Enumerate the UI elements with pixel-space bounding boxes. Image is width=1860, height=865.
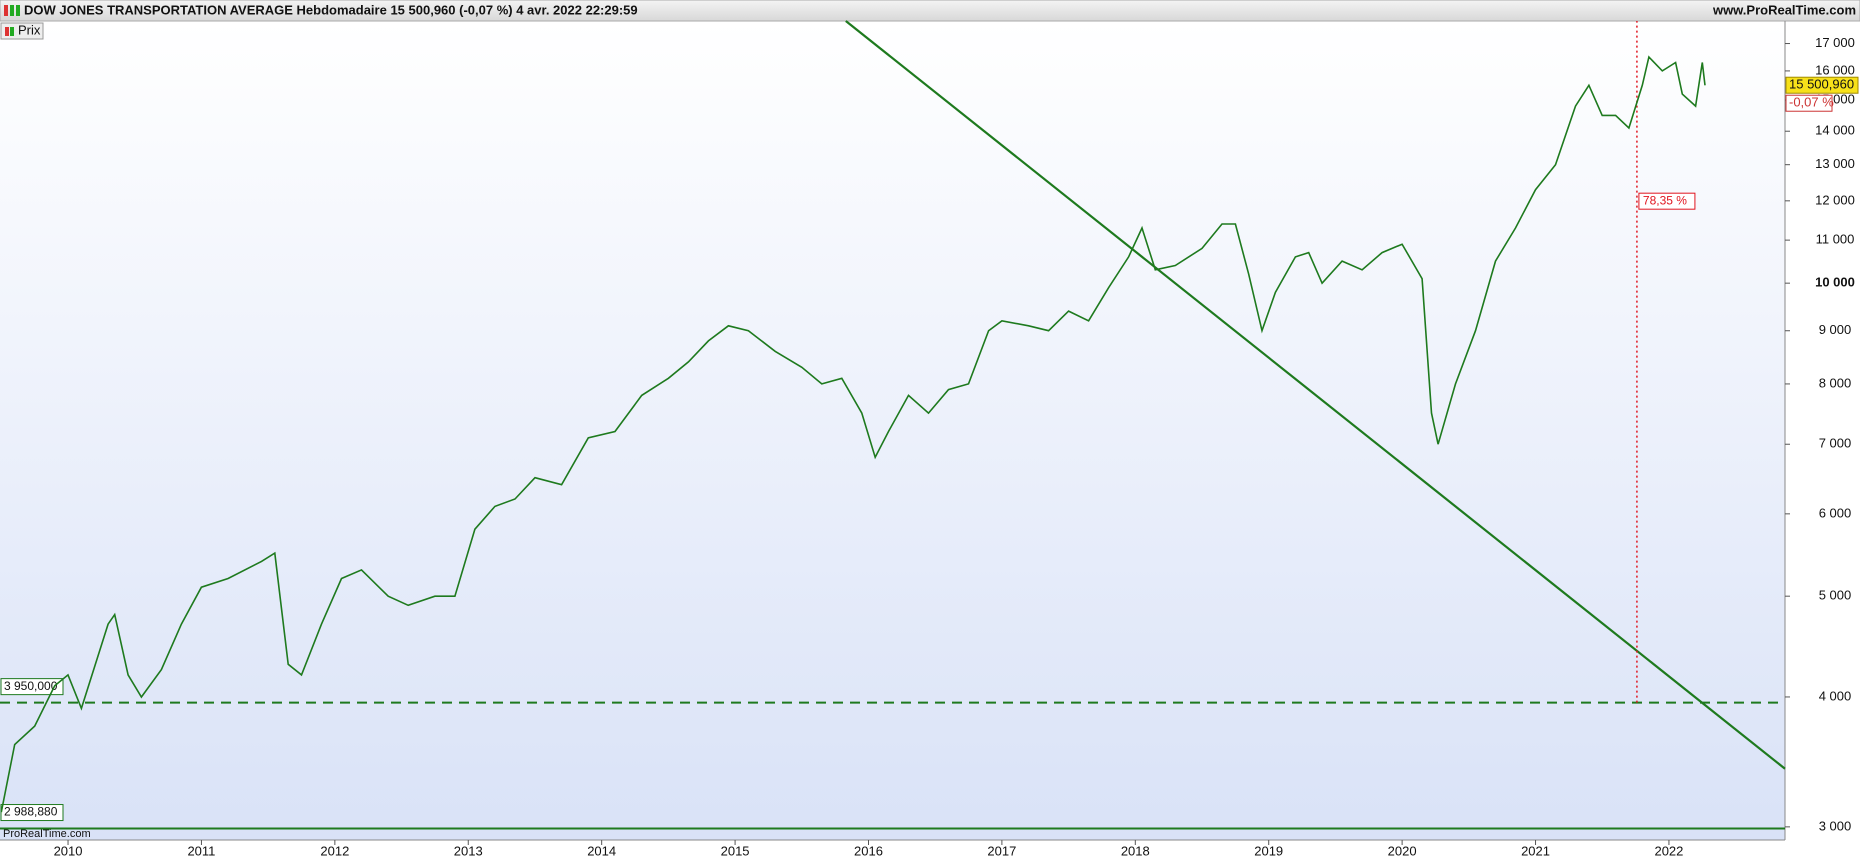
y-tick-label: 7 000 [1819,436,1852,451]
legend-icon [5,27,9,36]
icon [4,5,8,16]
plot-area [0,21,1785,840]
x-tick-label: 2011 [187,843,215,858]
x-tick-label: 2022 [1654,843,1683,858]
y-tick-label: 17 000 [1815,35,1855,50]
y-tick-label: 9 000 [1819,322,1852,337]
x-tick-label: 2014 [587,843,616,858]
x-tick-label: 2018 [1121,843,1150,858]
y-tick-label: 11 000 [1816,232,1855,247]
x-tick-label: 2020 [1388,843,1417,858]
level-label-box [0,678,64,696]
icon [16,5,20,16]
trendline [845,20,1786,770]
y-tick-label: 6 000 [1819,505,1852,520]
measure-label-box [1638,192,1696,210]
y-tick-label: 3 000 [1819,818,1852,833]
legend-label: Prix [18,22,41,37]
legend-icon [10,27,14,36]
x-tick-label: 2013 [454,843,483,858]
x-tick-label: 2010 [54,843,83,858]
last-price-label: 15 500,960 [1789,77,1854,92]
price-line [0,55,1706,813]
y-tick-label: 16 000 [1815,62,1855,77]
level-label: 2 988,880 [4,805,58,819]
x-tick-label: 2019 [1254,843,1283,858]
x-tick-label: 2021 [1521,843,1550,858]
y-tick-label: 5 000 [1819,588,1852,603]
y-tick-label: 8 000 [1819,375,1852,390]
x-tick-label: 2016 [854,843,883,858]
chart-title: DOW JONES TRANSPORTATION AVERAGE Hebdoma… [24,2,638,17]
y-tick-label: 13 000 [1815,156,1855,171]
y-tick-label: 10 000 [1815,275,1855,290]
x-tick-label: 2017 [987,843,1016,858]
source: www.ProRealTime.com [1712,2,1856,17]
change-box [1785,94,1833,112]
y-tick-label: 4 000 [1819,688,1852,703]
y-tick-label: 12 000 [1815,192,1855,207]
x-tick-label: 2015 [721,843,750,858]
watermark: ProRealTime.com [3,828,91,840]
icon [10,5,14,16]
title-bar [0,0,1860,22]
change-label: -0,07 % [1789,95,1834,110]
measure-label: 78,35 % [1643,193,1687,207]
level-label-box [0,804,64,822]
last-price-box [1785,76,1859,94]
y-tick-label: 14 000 [1815,123,1855,138]
level-label: 3 950,000 [4,679,58,693]
x-tick-label: 2012 [320,843,349,858]
